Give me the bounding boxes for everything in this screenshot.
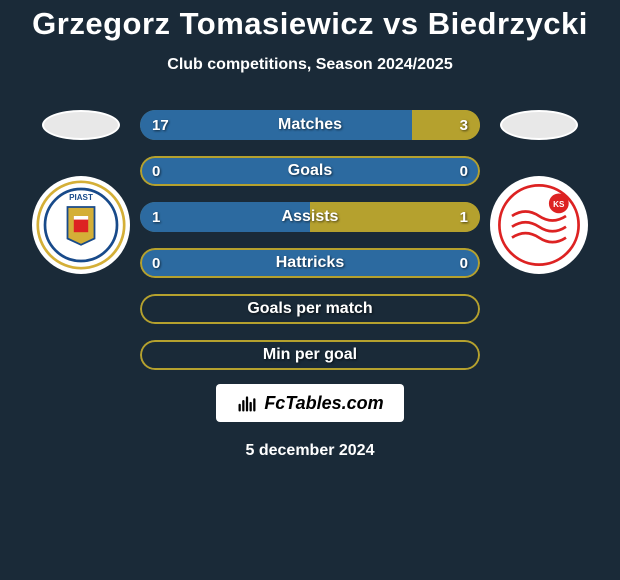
stat-label: Matches xyxy=(140,110,480,140)
stat-value-left: 17 xyxy=(152,110,169,140)
stat-row: Matches17 3 xyxy=(140,110,480,140)
svg-text:KS: KS xyxy=(553,200,565,209)
stat-value-right: 1 xyxy=(460,202,468,232)
right-player-photo xyxy=(500,110,578,140)
stat-label: Assists xyxy=(140,202,480,232)
stat-label: Min per goal xyxy=(140,340,480,370)
stat-row: Goals0 0 xyxy=(140,156,480,186)
piast-crest-icon: PIAST xyxy=(36,180,126,270)
left-player-photo xyxy=(42,110,120,140)
page-title: Grzegorz Tomasiewicz vs Biedrzycki xyxy=(32,6,588,42)
left-side: PIAST xyxy=(32,110,130,274)
stat-label: Goals per match xyxy=(140,294,480,324)
footer-date: 5 december 2024 xyxy=(246,442,375,460)
page-subtitle: Club competitions, Season 2024/2025 xyxy=(167,56,452,74)
right-club-crest: KS xyxy=(490,176,588,274)
brand-box: FcTables.com xyxy=(216,384,403,422)
stat-value-right: 3 xyxy=(460,110,468,140)
stat-value-left: 1 xyxy=(152,202,160,232)
stat-row: Hattricks0 0 xyxy=(140,248,480,278)
right-side: KS xyxy=(490,110,588,274)
stat-value-left: 0 xyxy=(152,156,160,186)
stat-bars: Matches173Goals00Assists11Hattricks00Goa… xyxy=(140,110,480,370)
fctables-icon xyxy=(236,392,258,414)
main-area: PIAST Matches173Goals00Assists11Hattrick… xyxy=(0,110,620,370)
stat-label: Hattricks xyxy=(140,248,480,278)
infographic-root: Grzegorz Tomasiewicz vs Biedrzycki Club … xyxy=(0,0,620,580)
brand-text: FcTables.com xyxy=(264,393,383,414)
stat-value-left: 0 xyxy=(152,248,160,278)
left-club-crest: PIAST xyxy=(32,176,130,274)
stat-row: Goals per match xyxy=(140,294,480,324)
stat-value-right: 0 xyxy=(460,156,468,186)
stat-row: Assists1 1 xyxy=(140,202,480,232)
stat-value-right: 0 xyxy=(460,248,468,278)
stat-row: Min per goal xyxy=(140,340,480,370)
svg-text:PIAST: PIAST xyxy=(69,193,93,202)
cracovia-crest-icon: KS xyxy=(494,180,584,270)
stat-label: Goals xyxy=(140,156,480,186)
